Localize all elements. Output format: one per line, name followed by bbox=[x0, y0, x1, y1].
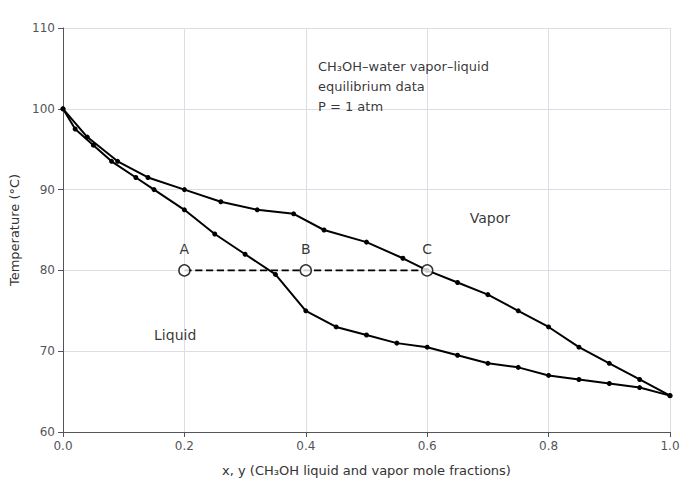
svg-text:1.0: 1.0 bbox=[660, 439, 679, 453]
svg-text:B: B bbox=[301, 241, 311, 257]
svg-text:90: 90 bbox=[40, 183, 55, 197]
svg-text:100: 100 bbox=[32, 102, 55, 116]
svg-text:0.2: 0.2 bbox=[175, 439, 194, 453]
svg-text:Liquid: Liquid bbox=[154, 327, 196, 343]
svg-text:P = 1 atm: P = 1 atm bbox=[318, 99, 383, 114]
svg-text:x, y (CH₃OH liquid and vapor m: x, y (CH₃OH liquid and vapor mole fracti… bbox=[222, 463, 511, 478]
svg-text:Temperature (°C): Temperature (°C) bbox=[7, 174, 22, 287]
svg-text:110: 110 bbox=[32, 21, 55, 35]
svg-text:70: 70 bbox=[40, 344, 55, 358]
svg-text:80: 80 bbox=[40, 263, 55, 277]
svg-text:A: A bbox=[180, 241, 190, 257]
svg-text:0.4: 0.4 bbox=[296, 439, 315, 453]
svg-text:60: 60 bbox=[40, 425, 55, 439]
svg-text:0.6: 0.6 bbox=[418, 439, 437, 453]
svg-text:equilibrium data: equilibrium data bbox=[318, 79, 425, 94]
svg-text:0.0: 0.0 bbox=[53, 439, 72, 453]
svg-text:0.8: 0.8 bbox=[539, 439, 558, 453]
svg-text:C: C bbox=[422, 241, 432, 257]
svg-text:CH₃OH–water vapor–liquid: CH₃OH–water vapor–liquid bbox=[318, 59, 489, 74]
svg-text:Vapor: Vapor bbox=[470, 210, 511, 226]
